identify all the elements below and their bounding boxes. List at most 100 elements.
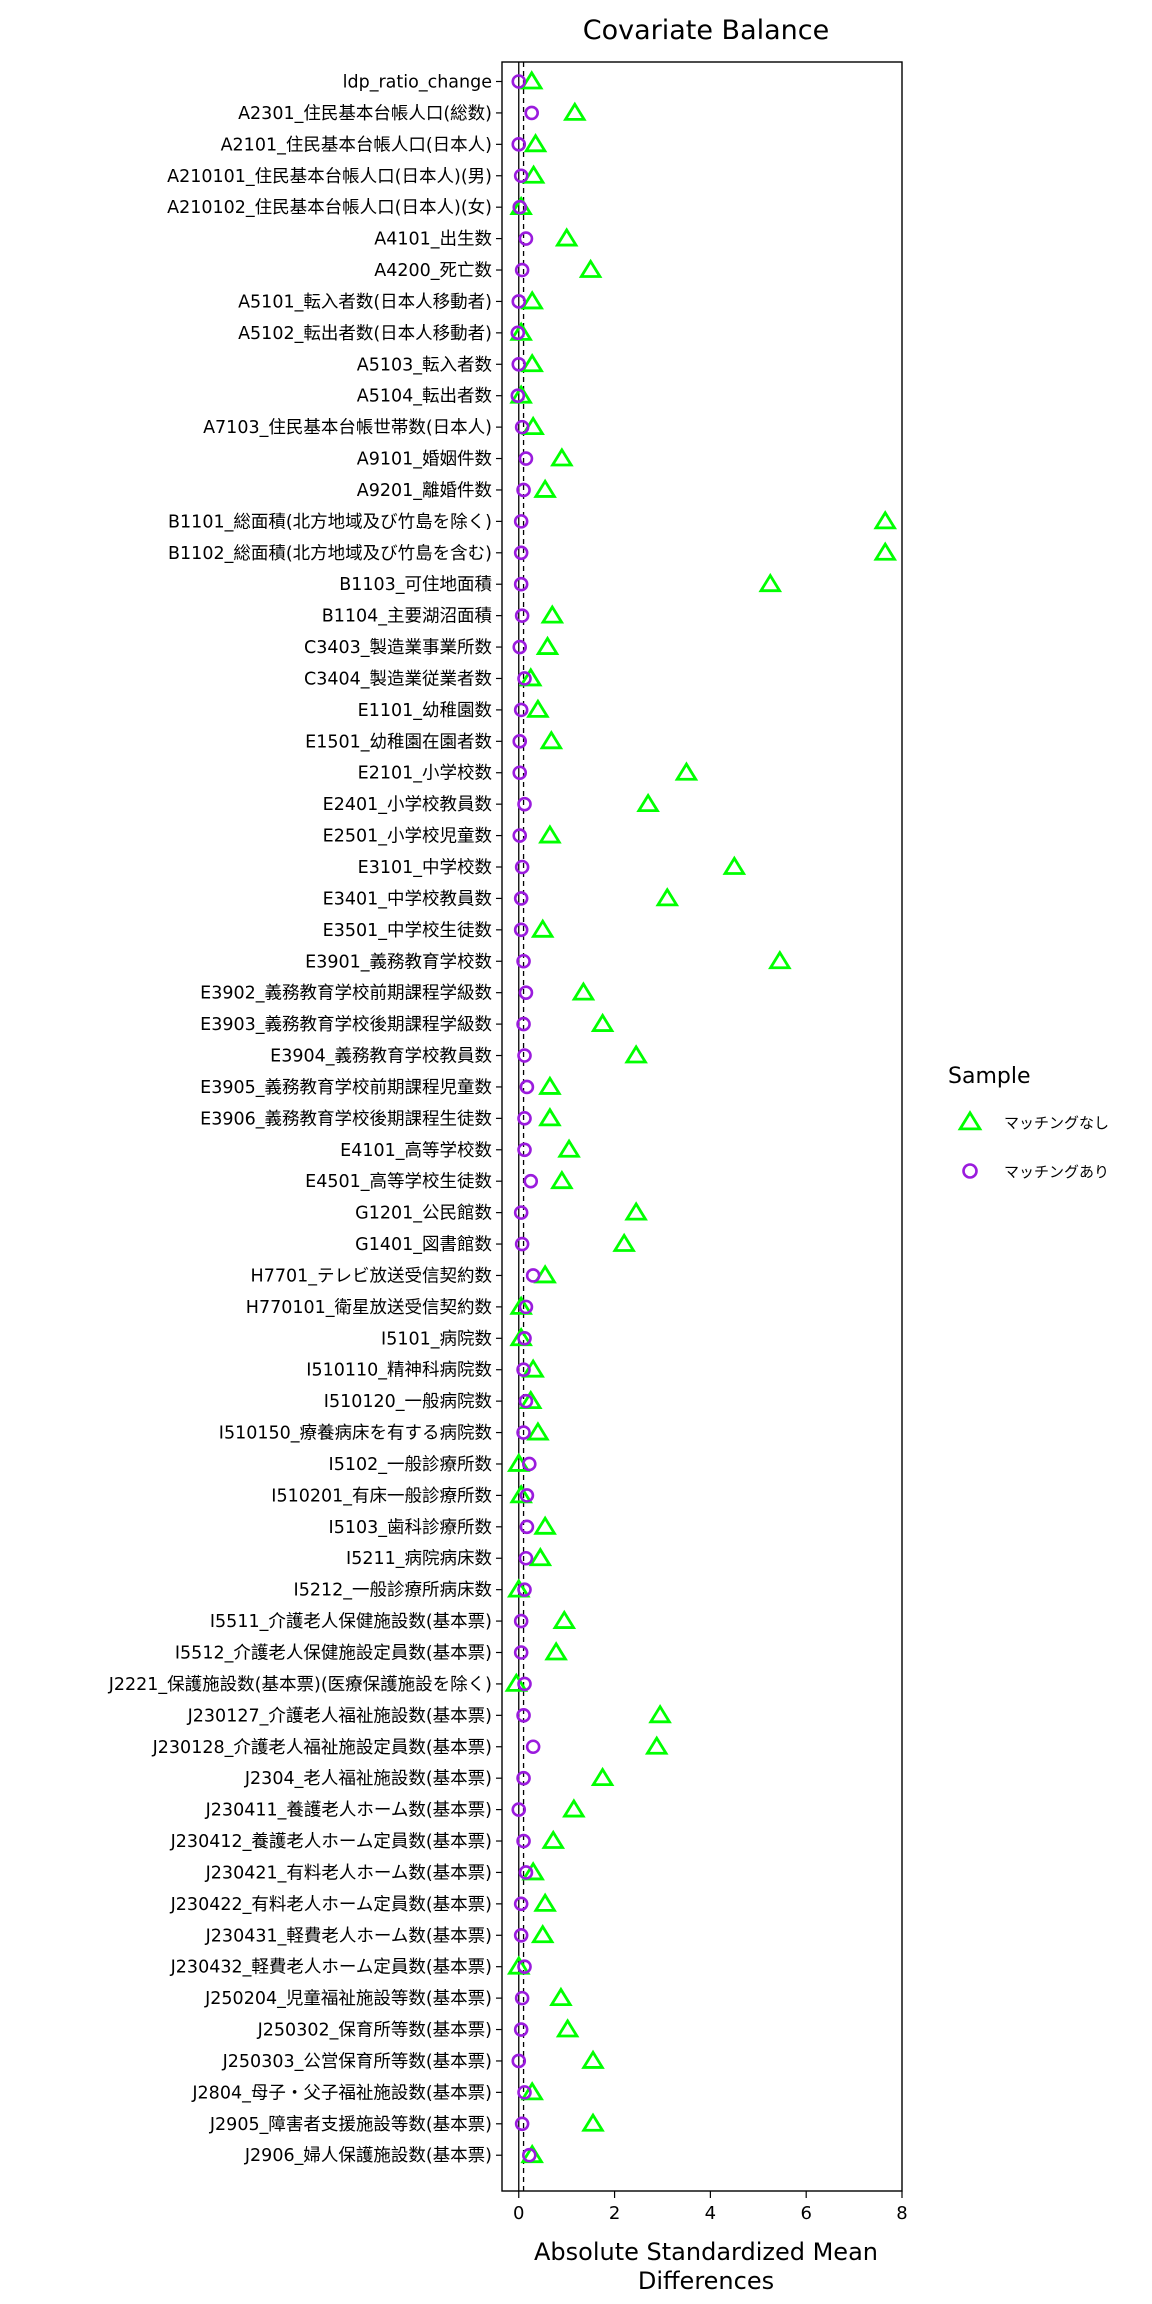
point-matched bbox=[511, 356, 527, 372]
y-tick-label: A2301_住民基本台帳人口(総数) bbox=[238, 104, 492, 124]
point-matched bbox=[518, 985, 534, 1000]
point-matched bbox=[512, 765, 528, 781]
point-matched bbox=[518, 1865, 534, 1880]
y-tick-label: A210101_住民基本台帳人口(日本人)(男) bbox=[167, 167, 492, 187]
point-matched bbox=[518, 1393, 534, 1409]
point-unmatched bbox=[674, 761, 699, 781]
y-tick-label: G1401_図書館数 bbox=[355, 1235, 492, 1255]
y-tick-label: I510201_有床一般診療所数 bbox=[271, 1486, 492, 1506]
y-tick-label: J2221_保護施設数(基本票)(医療保護施設を除く) bbox=[108, 1675, 492, 1695]
y-tick-label: A5102_転出者数(日本人移動者) bbox=[238, 324, 492, 344]
y-tick-label: J230421_有料老人ホーム数(基本票) bbox=[205, 1863, 492, 1883]
point-unmatched bbox=[533, 1892, 557, 1912]
point-matched bbox=[511, 74, 527, 89]
y-tick-label: I510150_療養病床を有する病院数 bbox=[219, 1424, 492, 1444]
legend-key-unmatched bbox=[957, 1110, 983, 1131]
y-tick-label: J2906_婦人保護施設数(基本票) bbox=[244, 2146, 492, 2166]
point-matched bbox=[525, 1268, 541, 1283]
y-tick-label: B1102_総面積(北方地域及び竹島を含む) bbox=[168, 544, 492, 564]
y-tick-label: A2101_住民基本台帳人口(日本人) bbox=[221, 135, 492, 155]
y-tick-label: E3101_中学校数 bbox=[358, 858, 492, 878]
point-matched bbox=[513, 545, 529, 561]
point-matched bbox=[517, 1142, 532, 1158]
point-matched bbox=[522, 2147, 537, 2163]
point-matched bbox=[512, 639, 528, 655]
point-matched bbox=[511, 137, 527, 152]
point-unmatched bbox=[590, 1012, 615, 1032]
point-unmatched bbox=[521, 1861, 545, 1881]
point-matched bbox=[516, 1708, 531, 1723]
x-axis: 0 2 4 6 8 bbox=[513, 2191, 908, 2224]
point-matched bbox=[517, 1582, 532, 1597]
plot-border bbox=[501, 61, 903, 2192]
x-tick-label: 6 bbox=[800, 2203, 811, 2224]
y-tick-label: I510120_一般病院数 bbox=[324, 1392, 492, 1412]
point-unmatched bbox=[530, 1923, 555, 1944]
y-tick-label: I510110_精神科病院数 bbox=[306, 1361, 492, 1381]
point-matched bbox=[514, 859, 530, 875]
point-unmatched bbox=[768, 949, 792, 970]
point-unmatched bbox=[540, 604, 565, 624]
point-unmatched bbox=[624, 1044, 648, 1064]
point-matched bbox=[518, 451, 534, 466]
y-tick-label: J250302_保育所等数(基本票) bbox=[257, 2021, 492, 2041]
x-tick-label: 4 bbox=[705, 2203, 716, 2224]
point-matched bbox=[514, 1990, 530, 2006]
point-unmatched bbox=[563, 101, 587, 121]
point-unmatched bbox=[506, 1955, 531, 1975]
y-tick-label: J230127_介護老人福祉施設数(基本票) bbox=[187, 1706, 492, 1726]
point-matched bbox=[513, 1927, 529, 1943]
x-tick-label: 0 bbox=[513, 2203, 524, 2224]
point-matched bbox=[525, 1739, 541, 1755]
y-tick-label: J2304_老人福祉施設数(基本票) bbox=[244, 1769, 492, 1789]
point-matched bbox=[517, 1676, 532, 1692]
point-unmatched bbox=[571, 981, 596, 1001]
y-tick-label: E2501_小学校児童数 bbox=[323, 827, 492, 847]
point-matched bbox=[516, 1833, 531, 1849]
y-tick-label: B1101_総面積(北方地域及び竹島を除く) bbox=[168, 512, 492, 532]
point-unmatched bbox=[504, 1672, 529, 1692]
point-matched bbox=[511, 1802, 527, 1817]
point-unmatched bbox=[526, 698, 550, 718]
point-unmatched bbox=[526, 1421, 550, 1441]
point-matched bbox=[519, 1079, 535, 1095]
point-unmatched bbox=[519, 70, 544, 90]
y-tick-label: J230431_軽費老人ホーム数(基本票) bbox=[205, 1926, 492, 1946]
point-unmatched bbox=[648, 1704, 672, 1724]
point-unmatched bbox=[518, 1389, 543, 1410]
point-matched bbox=[513, 1613, 529, 1629]
y-tick-label: A9201_離婚件数 bbox=[357, 481, 492, 501]
point-unmatched bbox=[533, 1515, 557, 1535]
point-matched bbox=[513, 514, 529, 529]
y-tick-label: E1101_幼稚園数 bbox=[358, 701, 492, 721]
point-matched bbox=[513, 1896, 529, 1912]
point-matched bbox=[516, 1016, 531, 1032]
point-unmatched bbox=[520, 352, 544, 373]
y-tick-label: J230422_有料老人ホーム定員数(基本票) bbox=[170, 1895, 492, 1915]
point-unmatched bbox=[655, 887, 680, 907]
y-tick-label: H770101_衛星放送受信契約数 bbox=[246, 1298, 492, 1318]
y-tick-label: J230432_軽費老人ホーム定員数(基本票) bbox=[170, 1958, 492, 1978]
y-tick-label: E2401_小学校教員数 bbox=[323, 795, 492, 815]
point-unmatched bbox=[533, 478, 557, 498]
point-matched bbox=[513, 1645, 529, 1660]
point-matched bbox=[512, 734, 528, 749]
legend-label: マッチングあり bbox=[1004, 1163, 1109, 1181]
point-unmatched bbox=[506, 1578, 531, 1598]
y-tick-label: A5101_転入者数(日本人移動者) bbox=[238, 292, 492, 312]
point-matched bbox=[513, 922, 529, 938]
point-matched bbox=[513, 168, 529, 184]
point-unmatched bbox=[520, 2081, 544, 2101]
point-matched bbox=[517, 671, 532, 686]
y-tick-label: I5211_病院病床数 bbox=[346, 1549, 492, 1569]
point-matched bbox=[513, 891, 529, 906]
point-unmatched bbox=[873, 510, 898, 530]
point-matched bbox=[513, 576, 529, 592]
point-matched bbox=[514, 1236, 530, 1252]
y-tick-label: B1103_可住地面積 bbox=[339, 575, 492, 595]
point-unmatched bbox=[523, 133, 548, 153]
point-unmatched bbox=[590, 1766, 615, 1787]
y-tick-label: E3901_義務教育学校数 bbox=[305, 952, 492, 972]
point-unmatched bbox=[555, 2018, 580, 2038]
y-axis-labels: ldp_ratio_change A2301_住民基本台帳人口(総数) A2101_… bbox=[108, 73, 502, 2166]
